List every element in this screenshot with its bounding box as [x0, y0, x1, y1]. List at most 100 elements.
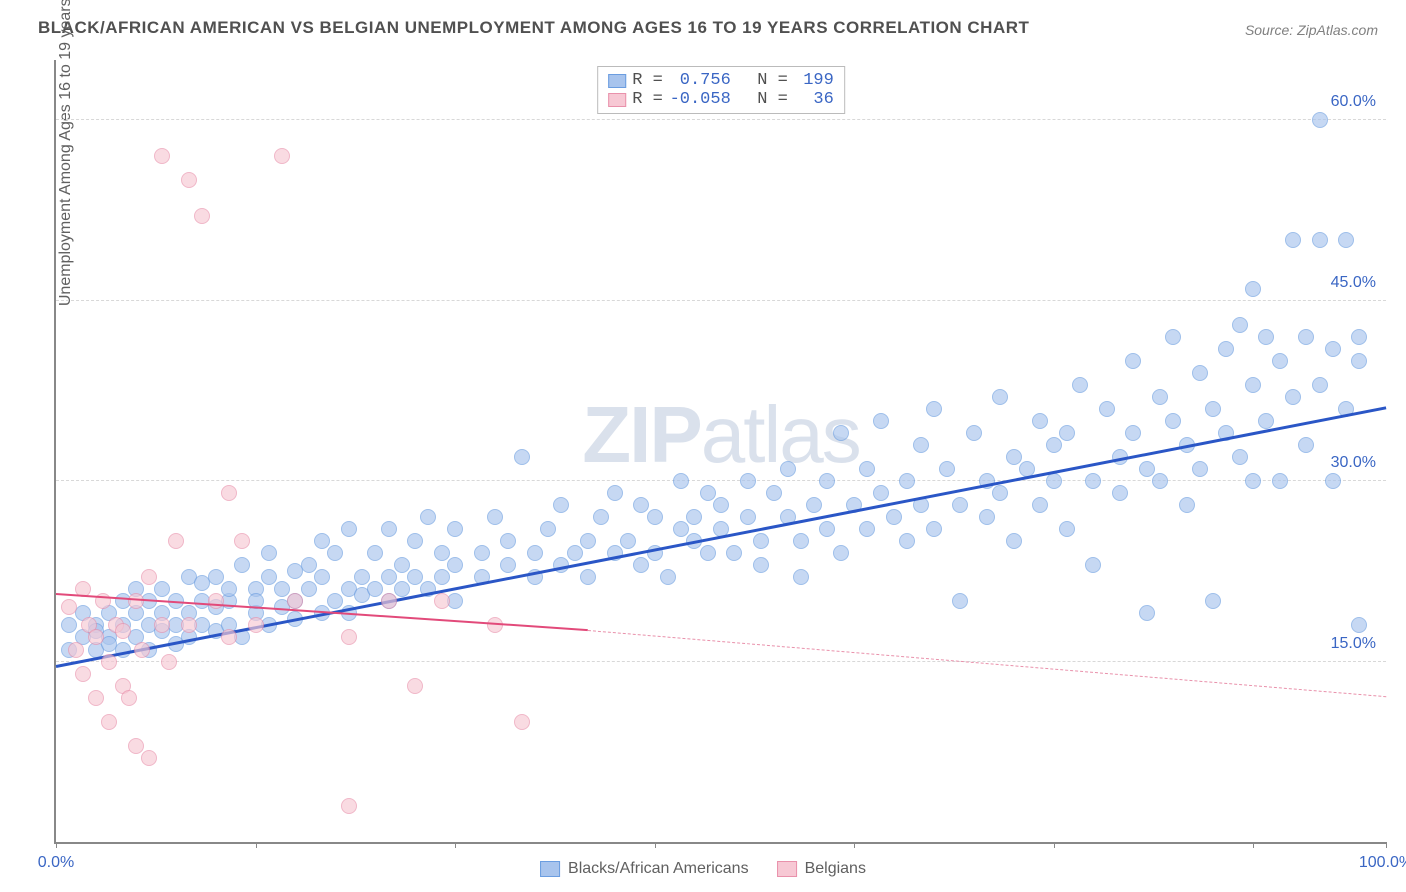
x-tick	[655, 842, 656, 848]
data-point	[1085, 473, 1101, 489]
data-point	[1165, 413, 1181, 429]
data-point	[700, 485, 716, 501]
y-tick-label: 15.0%	[1331, 635, 1376, 653]
x-tick	[1386, 842, 1387, 848]
data-point	[859, 461, 875, 477]
data-point	[1099, 401, 1115, 417]
data-point	[341, 521, 357, 537]
data-point	[1125, 353, 1141, 369]
data-point	[341, 798, 357, 814]
data-point	[686, 509, 702, 525]
data-point	[500, 533, 516, 549]
series-swatch	[608, 74, 626, 88]
data-point	[1139, 605, 1155, 621]
data-point	[886, 509, 902, 525]
gridline	[56, 661, 1386, 662]
data-point	[1205, 593, 1221, 609]
data-point	[434, 569, 450, 585]
stat-n-value: 199	[794, 71, 834, 90]
data-point	[181, 617, 197, 633]
data-point	[1032, 497, 1048, 513]
x-tick	[1054, 842, 1055, 848]
data-point	[1338, 232, 1354, 248]
data-point	[447, 557, 463, 573]
data-point	[68, 642, 84, 658]
data-point	[208, 569, 224, 585]
data-point	[793, 569, 809, 585]
data-point	[121, 690, 137, 706]
data-point	[1059, 521, 1075, 537]
data-point	[660, 569, 676, 585]
x-tick-label: 0.0%	[38, 854, 74, 872]
data-point	[793, 533, 809, 549]
trend-line	[588, 630, 1386, 697]
stat-n-label: N =	[737, 71, 788, 90]
data-point	[261, 569, 277, 585]
data-point	[673, 473, 689, 489]
data-point	[221, 485, 237, 501]
data-point	[1245, 281, 1261, 297]
data-point	[394, 581, 410, 597]
data-point	[1205, 401, 1221, 417]
data-point	[1325, 341, 1341, 357]
data-point	[367, 581, 383, 597]
data-point	[141, 569, 157, 585]
data-point	[394, 557, 410, 573]
data-point	[992, 485, 1008, 501]
data-point	[1298, 329, 1314, 345]
chart-title: BLACK/AFRICAN AMERICAN VS BELGIAN UNEMPL…	[38, 18, 1029, 38]
source-attribution: Source: ZipAtlas.com	[1245, 22, 1378, 38]
data-point	[992, 389, 1008, 405]
data-point	[115, 623, 131, 639]
y-tick-label: 60.0%	[1331, 93, 1376, 111]
data-point	[327, 545, 343, 561]
data-point	[474, 545, 490, 561]
stat-n-value: 36	[794, 90, 834, 109]
x-tick	[1253, 842, 1254, 848]
gridline	[56, 119, 1386, 120]
data-point	[234, 557, 250, 573]
data-point	[540, 521, 556, 537]
data-point	[1285, 232, 1301, 248]
data-point	[61, 617, 77, 633]
data-point	[1112, 485, 1128, 501]
stat-r-label: R =	[632, 90, 663, 109]
data-point	[1072, 377, 1088, 393]
data-point	[381, 521, 397, 537]
data-point	[580, 569, 596, 585]
stats-row: R =0.756 N =199	[608, 71, 834, 90]
data-point	[101, 714, 117, 730]
data-point	[1046, 437, 1062, 453]
data-point	[194, 208, 210, 224]
data-point	[580, 533, 596, 549]
data-point	[913, 437, 929, 453]
data-point	[1152, 473, 1168, 489]
gridline	[56, 300, 1386, 301]
gridline	[56, 480, 1386, 481]
data-point	[1312, 232, 1328, 248]
data-point	[1351, 329, 1367, 345]
data-point	[1006, 449, 1022, 465]
data-point	[1272, 353, 1288, 369]
data-point	[1351, 617, 1367, 633]
data-point	[154, 581, 170, 597]
data-point	[261, 545, 277, 561]
data-point	[1165, 329, 1181, 345]
data-point	[740, 509, 756, 525]
data-point	[926, 401, 942, 417]
y-axis-label: Unemployment Among Ages 16 to 19 years	[57, 0, 75, 306]
data-point	[952, 593, 968, 609]
stat-n-label: N =	[737, 90, 788, 109]
data-point	[301, 581, 317, 597]
data-point	[1298, 437, 1314, 453]
data-point	[128, 593, 144, 609]
data-point	[274, 581, 290, 597]
series-legend: Blacks/African AmericansBelgians	[540, 860, 866, 878]
data-point	[966, 425, 982, 441]
data-point	[221, 581, 237, 597]
data-point	[1312, 377, 1328, 393]
data-point	[487, 617, 503, 633]
data-point	[1059, 425, 1075, 441]
data-point	[314, 533, 330, 549]
data-point	[434, 593, 450, 609]
